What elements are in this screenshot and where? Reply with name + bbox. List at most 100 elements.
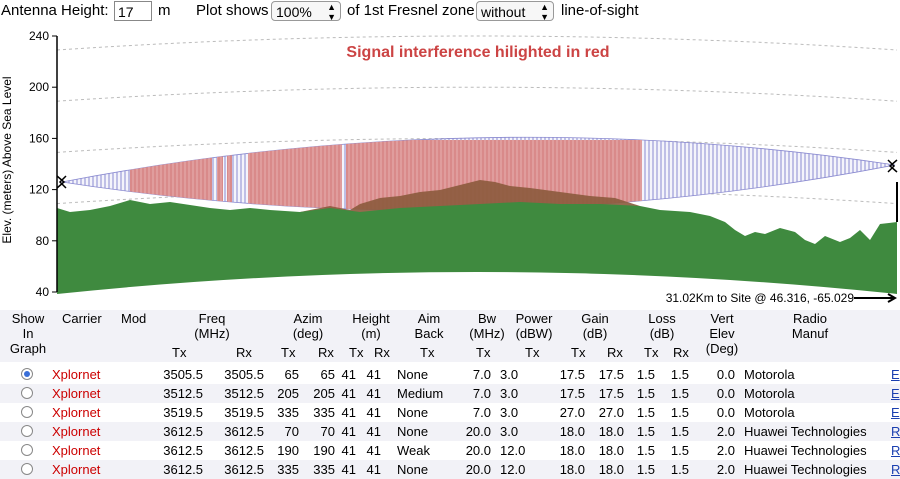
subheader: Tx <box>476 345 491 360</box>
cell-azim-tx: 335 <box>277 405 299 420</box>
cell-aim: None <box>397 367 429 382</box>
table-row: Xplornet 3612.5 3612.5 70 70 41 41 None 20.0 3.0 1… <box>0 422 900 441</box>
col-height: Height (m) <box>352 311 390 341</box>
gridline <box>56 35 898 51</box>
cell-carrier: Xplornet <box>52 386 101 401</box>
cell-gain-rx: 18.0 <box>598 462 624 477</box>
cell-manuf: Huawei Technologies <box>744 424 867 439</box>
row-link[interactable]: R <box>891 462 900 477</box>
cell-freq-rx: 3612.5 <box>224 424 264 439</box>
cell-carrier: Xplornet <box>52 405 101 420</box>
cell-loss-tx: 1.5 <box>636 443 655 458</box>
plot-shows-label: Plot shows <box>196 2 269 19</box>
cell-gain-tx: 27.0 <box>559 405 585 420</box>
cell-azim-rx: 335 <box>313 405 335 420</box>
antenna-height-input[interactable]: 17 <box>114 1 152 21</box>
cell-aim: None <box>397 405 429 420</box>
cell-aim: None <box>397 462 429 477</box>
y-tick-label: 240 <box>29 29 49 43</box>
cell-freq-tx: 3612.5 <box>163 443 203 458</box>
cell-freq-tx: 3505.5 <box>163 367 203 382</box>
subheader: Tx <box>525 345 540 360</box>
cell-freq-tx: 3612.5 <box>163 424 203 439</box>
cell-freq-tx: 3512.5 <box>163 386 203 401</box>
cell-freq-tx: 3519.5 <box>163 405 203 420</box>
cell-gain-tx: 17.5 <box>559 367 585 382</box>
cell-power: 12.0 <box>500 443 526 458</box>
cell-azim-rx: 65 <box>320 367 335 382</box>
show-in-graph-radio[interactable] <box>21 463 33 475</box>
table-header: Show In Graph Carrier Mod Freq (MHz) Azim … <box>0 310 900 362</box>
cell-power: 3.0 <box>500 386 519 401</box>
line-of-sight-select[interactable]: without ▲ ▼ <box>476 1 554 22</box>
cell-h-rx: 41 <box>366 443 381 458</box>
rx-antenna-marker-icon <box>887 159 898 173</box>
tx-antenna-marker-icon <box>56 175 67 189</box>
fresnel-percent-select[interactable]: 100% ▲ ▼ <box>271 1 341 22</box>
cell-manuf: Motorola <box>744 367 795 382</box>
subheader: Rx <box>236 345 252 360</box>
cell-azim-rx: 70 <box>320 424 335 439</box>
arrow-right-icon <box>854 293 898 303</box>
col-aim: Aim Back <box>414 311 444 341</box>
elevation-profile-chart: 240 200 160 120 80 40 Signal interference hil… <box>0 29 898 308</box>
show-in-graph-radio[interactable] <box>21 368 33 380</box>
show-in-graph-radio[interactable] <box>21 387 33 399</box>
earth-curvature <box>57 272 897 308</box>
plot-controls: Antenna Height: 17 m Plot shows 100% ▲ ▼ … <box>0 0 900 24</box>
cell-bw: 20.0 <box>465 443 491 458</box>
cell-bw: 7.0 <box>472 386 491 401</box>
cell-gain-rx: 27.0 <box>598 405 624 420</box>
row-link[interactable]: E <box>891 386 900 401</box>
cell-elev: 0.0 <box>716 367 735 382</box>
col-azim: Azim (deg) <box>292 311 324 341</box>
show-in-graph-radio[interactable] <box>21 444 33 456</box>
cell-gain-rx: 17.5 <box>598 386 624 401</box>
cell-power: 3.0 <box>500 424 519 439</box>
cell-azim-rx: 335 <box>313 462 335 477</box>
fresnel-label: of 1st Fresnel zone <box>347 2 475 19</box>
row-link[interactable]: E <box>891 405 900 420</box>
y-tick-label: 200 <box>29 80 49 94</box>
select-arrows-icon: ▲ ▼ <box>327 2 336 22</box>
interference-region <box>227 140 232 211</box>
col-freq: Freq (MHz) <box>194 311 230 341</box>
cell-freq-rx: 3512.5 <box>224 386 264 401</box>
table-row: Xplornet 3612.5 3612.5 335 335 41 41 None 20.0 12… <box>0 460 900 479</box>
row-link[interactable]: E <box>891 367 900 382</box>
row-link[interactable]: R <box>891 443 900 458</box>
subheader: Rx <box>607 345 623 360</box>
cell-h-tx: 41 <box>341 386 356 401</box>
cell-azim-tx: 65 <box>284 367 299 382</box>
col-elev: Vert Elev (Deg) <box>705 311 739 356</box>
cell-elev: 2.0 <box>716 424 735 439</box>
show-in-graph-radio[interactable] <box>21 425 33 437</box>
cell-manuf: Motorola <box>744 386 795 401</box>
cell-elev: 0.0 <box>716 405 735 420</box>
row-link[interactable]: R <box>891 424 900 439</box>
col-power: Power (dBW) <box>515 311 553 341</box>
table-row: Xplornet 3519.5 3519.5 335 335 41 41 None 7.0 3.0… <box>0 403 900 422</box>
cell-gain-tx: 18.0 <box>559 462 585 477</box>
cell-h-rx: 41 <box>366 424 381 439</box>
cell-gain-tx: 18.0 <box>559 424 585 439</box>
cell-h-tx: 41 <box>341 443 356 458</box>
col-show: Show In Graph <box>9 311 47 356</box>
subheader: Rx <box>374 345 390 360</box>
distance-note: 31.02Km to Site @ 46.316, -65.029 <box>666 291 855 305</box>
subheader: Tx <box>172 345 187 360</box>
cell-loss-tx: 1.5 <box>636 405 655 420</box>
cell-manuf: Motorola <box>744 405 795 420</box>
cell-loss-rx: 1.5 <box>670 405 689 420</box>
cell-freq-rx: 3519.5 <box>224 405 264 420</box>
line-of-sight-label: line-of-sight <box>561 2 639 19</box>
col-mod: Mod <box>121 311 147 326</box>
cell-gain-tx: 18.0 <box>559 443 585 458</box>
show-in-graph-radio[interactable] <box>21 406 33 418</box>
cell-azim-rx: 190 <box>313 443 335 458</box>
y-tick-label: 160 <box>29 131 49 145</box>
cell-gain-rx: 17.5 <box>598 367 624 382</box>
cell-azim-tx: 190 <box>277 443 299 458</box>
cell-gain-rx: 18.0 <box>598 424 624 439</box>
col-manuf: Radio Manuf <box>791 311 829 341</box>
